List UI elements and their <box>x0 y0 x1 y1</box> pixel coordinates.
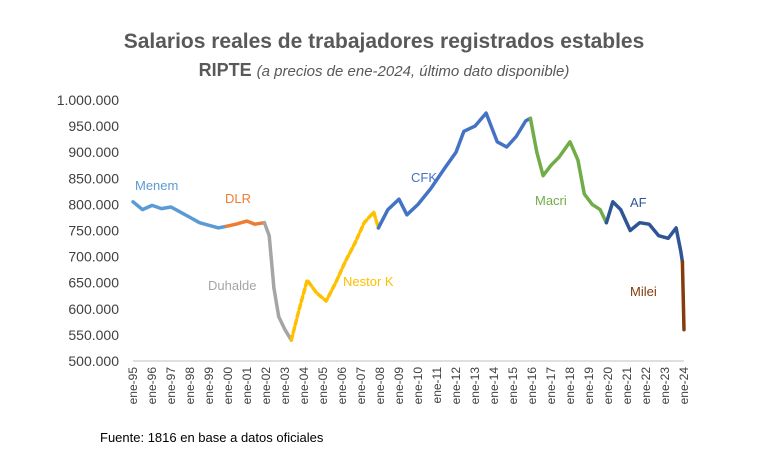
x-tick-label: ene-01 <box>240 367 254 405</box>
x-tick-label: ene-16 <box>525 367 539 405</box>
series-line-dlr <box>224 219 267 229</box>
y-tick-label: 850.000 <box>68 170 119 186</box>
series-label-macri: Macri <box>535 193 567 208</box>
y-axis-ticks: 1.000.000 950.000 900.000 850.000 800.000 750… <box>57 92 120 369</box>
x-tick-label: ene-95 <box>126 367 140 405</box>
y-tick-label: 1.000.000 <box>57 92 119 108</box>
x-tick-label: ene-07 <box>354 367 368 405</box>
x-tick-label: ene-04 <box>297 367 311 405</box>
series-label-nestor-k: Nestor K <box>343 274 394 289</box>
subtitle-italic: (a precios de ene-2024, último dato disp… <box>256 63 570 80</box>
x-tick-label: ene-24 <box>677 367 691 405</box>
x-tick-label: ene-23 <box>658 367 672 405</box>
y-tick-label: 950.000 <box>68 118 119 134</box>
x-tick-label: ene-00 <box>221 367 235 405</box>
chart-title: Salarios reales de trabajadores registra… <box>123 30 645 53</box>
y-tick-label: 800.000 <box>68 196 119 212</box>
x-tick-label: ene-10 <box>411 367 425 405</box>
x-tick-label: ene-18 <box>563 367 577 405</box>
x-axis-ticks: ene-95 ene-96 ene-97 ene-98 ene-99 ene-00 ene-… <box>126 367 691 405</box>
x-tick-label: ene-05 <box>316 367 330 405</box>
chart-subtitle: RIPTE (a precios de ene-2024, último dat… <box>0 60 768 81</box>
x-tick-label: ene-09 <box>392 367 406 405</box>
x-tick-label: ene-06 <box>335 367 349 405</box>
series-label-dlr: DLR <box>225 191 251 206</box>
x-tick-label: ene-21 <box>620 367 634 405</box>
x-tick-label: ene-17 <box>544 367 558 405</box>
x-tick-label: ene-96 <box>145 367 159 405</box>
subtitle-bold: RIPTE <box>198 60 252 80</box>
y-tick-label: 750.000 <box>68 223 119 239</box>
y-tick-label: 900.000 <box>68 144 119 160</box>
source-note: Fuente: 1816 en base a datos oficiales <box>100 430 324 445</box>
series-lines <box>131 111 686 342</box>
x-tick-label: ene-15 <box>506 367 520 405</box>
x-tick-label: ene-12 <box>449 367 463 405</box>
x-tick-label: ene-97 <box>164 367 178 405</box>
series-line-cfk <box>376 111 533 230</box>
x-tick-label: ene-98 <box>183 367 197 405</box>
x-tick-label: ene-02 <box>259 367 273 405</box>
series-line-macri <box>528 116 609 225</box>
series-label-menem: Menem <box>135 178 178 193</box>
series-label-milei: Milei <box>630 284 657 299</box>
y-tick-label: 500.000 <box>68 353 119 369</box>
series-line-milei <box>680 260 686 332</box>
series-labels: Menem DLR Duhalde Nestor K CFK Macri AF Milei <box>135 170 657 299</box>
x-tick-label: ene-99 <box>202 367 216 405</box>
series-label-duhalde: Duhalde <box>208 278 256 293</box>
x-tick-label: ene-08 <box>373 367 387 405</box>
x-tick-label: ene-14 <box>487 367 501 405</box>
y-tick-label: 600.000 <box>68 301 119 317</box>
x-tick-label: ene-03 <box>278 367 292 405</box>
series-line-af <box>604 200 685 264</box>
series-line-nestor-k <box>289 210 381 342</box>
x-tick-label: ene-13 <box>468 367 482 405</box>
y-tick-label: 700.000 <box>68 249 119 265</box>
x-tick-label: ene-19 <box>582 367 596 405</box>
x-tick-label: ene-22 <box>639 367 653 405</box>
y-tick-label: 550.000 <box>68 327 119 343</box>
series-label-cfk: CFK <box>411 170 437 185</box>
y-tick-label: 650.000 <box>68 275 119 291</box>
series-label-af: AF <box>630 195 647 210</box>
series-line-duhalde <box>262 220 294 342</box>
series-line-menem <box>131 200 229 230</box>
x-tick-label: ene-20 <box>601 367 615 405</box>
x-tick-label: ene-11 <box>430 367 444 404</box>
